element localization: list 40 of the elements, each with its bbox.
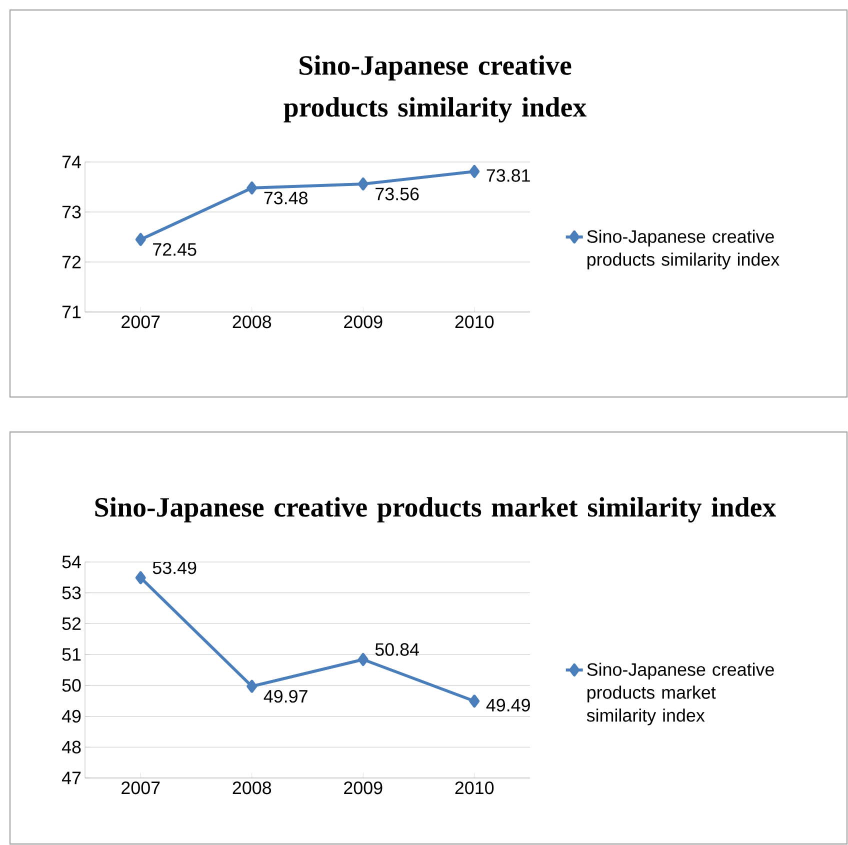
y-tick-label: 52: [62, 617, 81, 630]
chart-title: Sino-Japanese creative products similarity index: [284, 55, 586, 122]
data-label: 72.45: [153, 243, 196, 256]
legend-label: Sino-Japanese creative products similarity index: [587, 230, 780, 270]
y-tick-label: 48: [62, 740, 81, 754]
data-label: 73.48: [264, 192, 308, 204]
data-label: 50.84: [375, 643, 420, 656]
data-label: 49.49: [486, 698, 530, 712]
x-tick-label: 2010: [455, 315, 494, 328]
x-tick-label: 2008: [232, 781, 272, 794]
point: [358, 177, 368, 190]
y-tick-label: 54: [62, 556, 81, 568]
x-tick-label: 2010: [455, 781, 494, 794]
data-label: 49.97: [264, 690, 308, 703]
x-tick-label: 2009: [344, 315, 382, 328]
x-tick-label: 2007: [122, 315, 160, 328]
y-tick-label: 71: [62, 306, 81, 318]
y-tick-label: 49: [62, 710, 81, 723]
point: [358, 652, 368, 666]
data-label: 73.56: [376, 188, 419, 200]
data-label: 53.49: [152, 561, 196, 574]
x-tick-label: 2007: [122, 781, 160, 794]
chart-title: Sino-Japanese creative products market similarity index: [95, 497, 776, 522]
legend-label: Sino-Japanese creative products market similarity index: [586, 662, 774, 726]
point: [135, 232, 146, 246]
point: [135, 571, 146, 584]
point: [469, 694, 480, 708]
y-tick-label: 72: [62, 256, 81, 268]
point: [246, 680, 258, 693]
y-tick-label: 47: [62, 772, 81, 784]
y-tick-label: 74: [62, 156, 81, 168]
point: [246, 181, 258, 194]
y-tick-label: 51: [62, 648, 81, 661]
point: [469, 164, 480, 178]
y-tick-label: 50: [62, 679, 81, 692]
y-tick-label: 73: [62, 206, 81, 218]
x-tick-label: 2008: [232, 315, 272, 328]
data-label: 73.81: [486, 169, 530, 182]
x-tick-label: 2009: [344, 781, 382, 794]
y-tick-label: 53: [62, 586, 81, 600]
